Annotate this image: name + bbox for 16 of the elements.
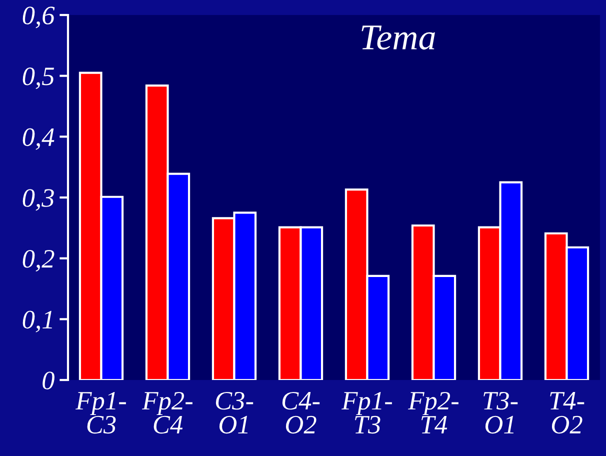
y-tick-label: 0,5 bbox=[22, 67, 54, 90]
chart-title: Tema bbox=[362, 26, 435, 50]
x-tick-label: Fp1- T3 bbox=[341, 392, 392, 434]
y-tick-label: 0,2 bbox=[22, 250, 54, 272]
x-tick-label: Fp1- C3 bbox=[75, 392, 126, 434]
y-tick-label: 0,4 bbox=[22, 128, 54, 150]
x-tick-label: C3- O1 bbox=[216, 392, 254, 434]
y-tick-label: 0,1 bbox=[22, 310, 52, 332]
x-tick-label: C4- O2 bbox=[282, 392, 320, 434]
x-tick-label: T4- O2 bbox=[550, 392, 584, 434]
y-tick-label: 0 bbox=[42, 372, 54, 390]
y-tick-label: 0,6 bbox=[22, 6, 55, 28]
x-tick-label: Fp2- T4 bbox=[408, 392, 458, 434]
x-tick-label: T3- O1 bbox=[484, 392, 518, 434]
x-tick-label: Fp2- C4 bbox=[142, 392, 192, 434]
y-tick-label: 0,3 bbox=[22, 189, 54, 211]
